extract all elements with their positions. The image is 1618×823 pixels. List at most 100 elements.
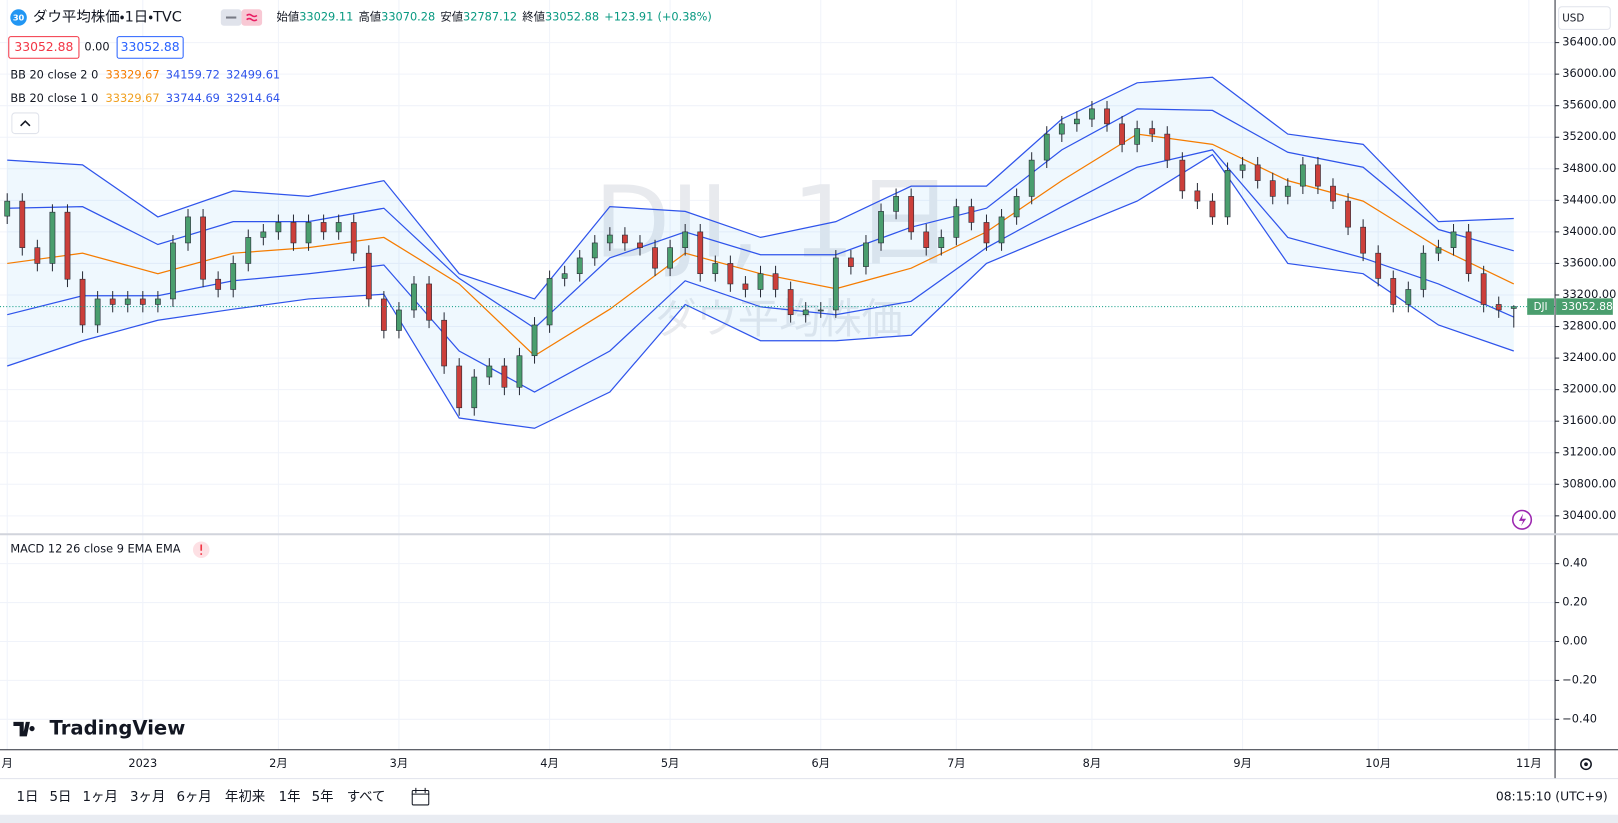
candle-body: [727, 263, 734, 285]
timeframe-button[interactable]: 6ヶ月: [176, 790, 211, 805]
buy-price: 33052.88: [121, 40, 180, 54]
candle-body: [893, 196, 899, 212]
candle-body: [1224, 170, 1231, 218]
candle-body: [1299, 164, 1306, 187]
candle-body: [1495, 304, 1502, 311]
candle-body: [968, 206, 975, 223]
y-tick-label: 32000.00: [1562, 382, 1616, 396]
upper-value: 33744.69: [166, 91, 220, 105]
candle-body: [682, 231, 689, 248]
timeframe-button[interactable]: 年初来: [225, 789, 265, 805]
currency: USD: [1562, 13, 1584, 25]
symbol-title[interactable]: ダウ平均株価・1日・TVC: [33, 9, 182, 26]
collapse-button[interactable]: [11, 112, 40, 135]
timeframe-button[interactable]: すべて: [347, 789, 386, 805]
x-tick-label: 4月: [540, 756, 559, 770]
candle-body: [531, 324, 538, 357]
candle-body: [1435, 247, 1442, 254]
settings-icon-dot: [1584, 762, 1588, 767]
y-tick-label: 31600.00: [1562, 413, 1616, 427]
candle-body: [1450, 231, 1457, 248]
candle-body: [154, 298, 161, 305]
timeframe-button[interactable]: 5日: [50, 790, 72, 805]
clock: 08:15:10 (UTC+9): [1496, 790, 1608, 804]
plot-layer: [0, 76, 1556, 429]
candle-body: [652, 247, 658, 269]
candle-body: [1465, 231, 1472, 275]
candle-body: [1104, 108, 1110, 125]
candle-body: [1284, 185, 1291, 197]
collapse-chevron: [20, 120, 31, 127]
band-line: [7, 153, 1514, 429]
timeframe-button[interactable]: 3ヶ月: [130, 790, 165, 805]
stat-value: 33029.11: [299, 10, 353, 24]
candle-body: [501, 365, 508, 388]
y-tick-label: 33200.00: [1562, 287, 1616, 301]
candle-body: [998, 216, 1005, 244]
candle-body: [561, 273, 568, 279]
candle-body: [320, 222, 327, 233]
candle-body: [19, 200, 26, 248]
basis-value: 33329.67: [106, 91, 160, 105]
x-tick-label: 8月: [1083, 756, 1102, 770]
band-fill: [7, 77, 1514, 429]
candle-body: [1179, 159, 1186, 192]
y-tick-label: 0.00: [1562, 633, 1587, 647]
candle-body: [1194, 190, 1201, 202]
candle-body: [1315, 164, 1321, 187]
x-tick-label: 月: [2, 756, 13, 770]
stat-label: 終値: [522, 10, 545, 24]
date-range-icon-glyph: [411, 787, 430, 795]
timeframe-button[interactable]: 1年: [279, 789, 301, 805]
band-line: [7, 149, 1515, 393]
date-range-icon[interactable]: [411, 789, 430, 806]
y-tick-label: 34800.00: [1562, 161, 1616, 175]
candle-body: [1013, 196, 1020, 218]
candle-body: [1119, 123, 1125, 145]
candle-body: [772, 273, 779, 290]
candle-body: [365, 252, 372, 300]
candle-body: [1164, 133, 1171, 161]
candle-body: [832, 257, 839, 311]
candle-body: [667, 247, 673, 269]
candle-body: [1375, 252, 1382, 279]
settings-icon[interactable]: [1580, 758, 1592, 771]
y-tick-label: 36400.00: [1562, 35, 1616, 49]
symbol-tag: [1527, 298, 1555, 315]
candle-body: [863, 242, 869, 267]
candle-body: [380, 298, 387, 331]
sell-button[interactable]: [8, 36, 80, 59]
candle-body: [742, 283, 749, 290]
candle-body: [275, 222, 282, 233]
timeframe-button[interactable]: 1ヶ月: [83, 790, 118, 805]
y-tick-label: 31200.00: [1562, 445, 1616, 459]
candle-body: [787, 289, 794, 316]
candle-body: [1390, 278, 1397, 305]
y-tick-label: 32400.00: [1562, 350, 1616, 364]
buy-button[interactable]: [116, 36, 184, 59]
candle-body: [260, 231, 267, 238]
timeframe-button[interactable]: 5年: [312, 789, 334, 805]
candle-body: [94, 298, 101, 326]
candle-body: [245, 237, 252, 264]
candle-body: [1254, 164, 1261, 181]
candle-body: [817, 309, 824, 312]
timeframe-button[interactable]: 1日: [17, 790, 39, 805]
toggle-icon[interactable]: [241, 9, 263, 26]
stat-value: 33052.88: [545, 10, 599, 24]
candle-body: [471, 376, 478, 409]
candle-body: [1480, 273, 1487, 305]
candle-body: [1209, 200, 1216, 218]
candle-body: [124, 298, 131, 305]
candle-body: [290, 222, 297, 244]
y-tick-label: 34000.00: [1562, 224, 1616, 238]
candle-body: [350, 222, 357, 254]
candle-body: [426, 283, 432, 321]
logo-text[interactable]: TradingView: [50, 717, 186, 740]
currency-button[interactable]: [1558, 6, 1611, 30]
change: +123.91: [604, 10, 653, 24]
x-tick-label: 2月: [269, 756, 288, 770]
symbol-badge[interactable]: [10, 9, 27, 26]
toggle-icon-glyph: [246, 13, 258, 22]
